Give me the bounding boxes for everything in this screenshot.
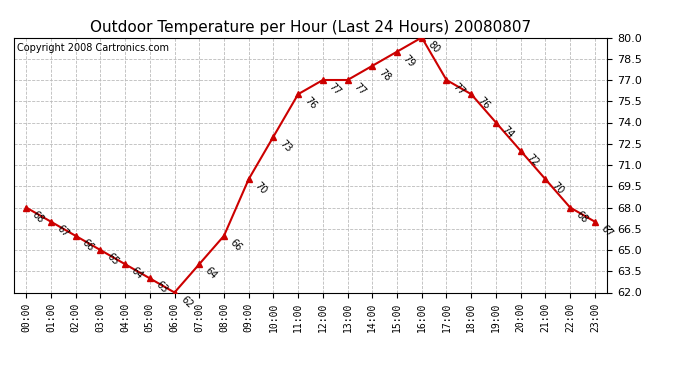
Text: 77: 77 [451,81,466,97]
Text: 65: 65 [104,251,120,267]
Text: 68: 68 [574,209,590,225]
Text: 80: 80 [426,39,442,55]
Text: 78: 78 [377,67,393,83]
Text: 76: 76 [475,96,491,111]
Text: 72: 72 [525,152,541,168]
Text: 77: 77 [327,81,343,97]
Text: 73: 73 [277,138,293,154]
Text: 67: 67 [55,223,71,239]
Text: 79: 79 [401,53,417,69]
Text: 66: 66 [80,237,95,253]
Text: 66: 66 [228,237,244,253]
Text: 70: 70 [549,180,565,196]
Text: 64: 64 [204,266,219,281]
Text: 63: 63 [154,280,170,296]
Text: 76: 76 [302,96,318,111]
Text: Copyright 2008 Cartronics.com: Copyright 2008 Cartronics.com [17,43,169,52]
Text: 74: 74 [500,124,516,140]
Text: 68: 68 [30,209,46,225]
Title: Outdoor Temperature per Hour (Last 24 Hours) 20080807: Outdoor Temperature per Hour (Last 24 Ho… [90,20,531,35]
Text: 70: 70 [253,180,268,196]
Text: 62: 62 [179,294,195,310]
Text: 64: 64 [129,266,145,281]
Text: 77: 77 [352,81,368,97]
Text: 67: 67 [599,223,615,239]
